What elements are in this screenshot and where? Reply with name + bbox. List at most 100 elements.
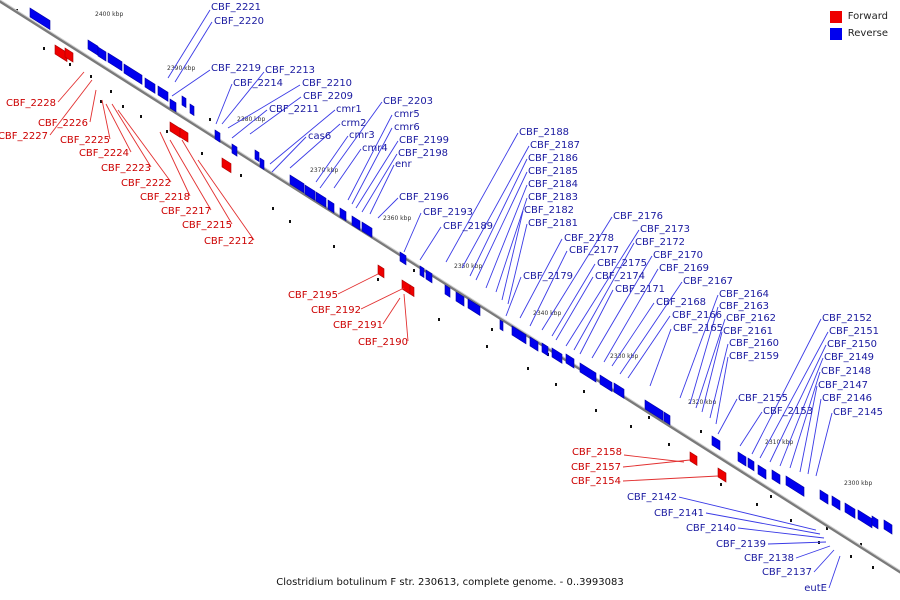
reverse-gene-label-cbf-2140[interactable]: CBF_2140 [686, 523, 736, 534]
reverse-gene-label-cbf-2211[interactable]: CBF_2211 [269, 104, 319, 115]
reverse-gene-label-enr[interactable]: enr [395, 159, 412, 170]
forward-gene-block [221, 157, 232, 174]
reverse-gene-label-cbf-2214[interactable]: CBF_2214 [233, 78, 283, 89]
reverse-gene-label-eute[interactable]: eutE [804, 583, 827, 594]
reverse-gene-label-cbf-2177[interactable]: CBF_2177 [569, 245, 619, 256]
feature-mark [700, 430, 702, 433]
reverse-gene-label-cbf-2150[interactable]: CBF_2150 [827, 339, 877, 350]
forward-gene-label-cbf-2222[interactable]: CBF_2222 [121, 178, 171, 189]
reverse-gene-label-cbf-2155[interactable]: CBF_2155 [738, 393, 788, 404]
forward-gene-label-cbf-2223[interactable]: CBF_2223 [101, 163, 151, 174]
reverse-gene-label-cbf-2160[interactable]: CBF_2160 [729, 338, 779, 349]
reverse-gene-label-cbf-2199[interactable]: CBF_2199 [399, 135, 449, 146]
reverse-gene-label-cbf-2171[interactable]: CBF_2171 [615, 284, 665, 295]
leader-line-cbf-2191 [382, 297, 401, 325]
reverse-gene-label-cbf-2173[interactable]: CBF_2173 [640, 224, 690, 235]
reverse-gene-label-cbf-2181[interactable]: CBF_2181 [528, 218, 578, 229]
reverse-gene-label-cbf-2172[interactable]: CBF_2172 [635, 237, 685, 248]
reverse-gene-label-cbf-2196[interactable]: CBF_2196 [399, 192, 449, 203]
reverse-gene-label-cbf-2165[interactable]: CBF_2165 [673, 323, 723, 334]
reverse-gene-label-cbf-2152[interactable]: CBF_2152 [822, 313, 872, 324]
reverse-gene-label-cmr3[interactable]: cmr3 [349, 130, 375, 141]
reverse-gene-label-cbf-2145[interactable]: CBF_2145 [833, 407, 883, 418]
reverse-gene-label-cbf-2188[interactable]: CBF_2188 [519, 127, 569, 138]
forward-gene-label-cbf-2190[interactable]: CBF_2190 [358, 337, 408, 348]
reverse-gene-label-cbf-2193[interactable]: CBF_2193 [423, 207, 473, 218]
forward-gene-label-cbf-2195[interactable]: CBF_2195 [288, 290, 338, 301]
reverse-gene-label-cbf-2176[interactable]: CBF_2176 [613, 211, 663, 222]
reverse-gene-label-cbf-2142[interactable]: CBF_2142 [627, 492, 677, 503]
reverse-gene-label-cmr6[interactable]: cmr6 [394, 122, 420, 133]
forward-gene-block [689, 451, 698, 466]
scale-tick-label: 2330 kbp [610, 353, 638, 360]
reverse-gene-label-cmr4[interactable]: cmr4 [362, 143, 388, 154]
reverse-gene-label-cbf-2220[interactable]: CBF_2220 [214, 16, 264, 27]
reverse-gene-label-cbf-2210[interactable]: CBF_2210 [302, 78, 352, 89]
forward-gene-label-cbf-2224[interactable]: CBF_2224 [79, 148, 129, 159]
reverse-gene-label-cbf-2166[interactable]: CBF_2166 [672, 310, 722, 321]
forward-gene-label-cbf-2157[interactable]: CBF_2157 [571, 462, 621, 473]
forward-gene-label-cbf-2225[interactable]: CBF_2225 [60, 135, 110, 146]
reverse-gene-label-cbf-2138[interactable]: CBF_2138 [744, 553, 794, 564]
forward-gene-label-cbf-2191[interactable]: CBF_2191 [333, 320, 383, 331]
forward-gene-label-cbf-2154[interactable]: CBF_2154 [571, 476, 621, 487]
reverse-gene-label-cbf-2169[interactable]: CBF_2169 [659, 263, 709, 274]
reverse-gene-label-cbf-2167[interactable]: CBF_2167 [683, 276, 733, 287]
reverse-gene-label-crm2[interactable]: crm2 [341, 118, 367, 129]
reverse-gene-label-cbf-2161[interactable]: CBF_2161 [723, 326, 773, 337]
reverse-gene-label-cbf-2186[interactable]: CBF_2186 [528, 153, 578, 164]
reverse-gene-label-cmr1[interactable]: cmr1 [336, 104, 362, 115]
reverse-gene-label-cbf-2209[interactable]: CBF_2209 [303, 91, 353, 102]
leader-line-cbf-2209 [249, 96, 302, 135]
leader-line-cbf-2159 [715, 356, 729, 425]
forward-gene-label-cbf-2217[interactable]: CBF_2217 [161, 206, 211, 217]
reverse-gene-label-cbf-2187[interactable]: CBF_2187 [530, 140, 580, 151]
reverse-gene-label-cbf-2148[interactable]: CBF_2148 [821, 366, 871, 377]
reverse-gene-label-cbf-2219[interactable]: CBF_2219 [211, 63, 261, 74]
reverse-gene-label-cbf-2137[interactable]: CBF_2137 [762, 567, 812, 578]
forward-gene-label-cbf-2228[interactable]: CBF_2228 [6, 98, 56, 109]
reverse-gene-block [361, 221, 373, 238]
reverse-gene-label-cbf-2159[interactable]: CBF_2159 [729, 351, 779, 362]
reverse-gene-label-cbf-2213[interactable]: CBF_2213 [265, 65, 315, 76]
reverse-gene-label-cbf-2149[interactable]: CBF_2149 [824, 352, 874, 363]
leader-line-cbf-2170 [591, 255, 653, 359]
reverse-gene-label-cbf-2141[interactable]: CBF_2141 [654, 508, 704, 519]
reverse-gene-label-cbf-2184[interactable]: CBF_2184 [528, 179, 578, 190]
leader-line-cbf-2171 [579, 289, 614, 355]
reverse-gene-label-cbf-2178[interactable]: CBF_2178 [564, 233, 614, 244]
forward-gene-label-cbf-2215[interactable]: CBF_2215 [182, 220, 232, 231]
forward-gene-label-cbf-2158[interactable]: CBF_2158 [572, 447, 622, 458]
reverse-gene-label-cbf-2175[interactable]: CBF_2175 [597, 258, 647, 269]
reverse-gene-label-cbf-2164[interactable]: CBF_2164 [719, 289, 769, 300]
reverse-gene-label-cbf-2182[interactable]: CBF_2182 [524, 205, 574, 216]
reverse-gene-label-cbf-2174[interactable]: CBF_2174 [595, 271, 645, 282]
reverse-gene-label-cbf-2151[interactable]: CBF_2151 [829, 326, 879, 337]
feature-mark [110, 90, 112, 93]
forward-gene-label-cbf-2218[interactable]: CBF_2218 [140, 192, 190, 203]
reverse-gene-label-cmr5[interactable]: cmr5 [394, 109, 420, 120]
forward-gene-label-cbf-2192[interactable]: CBF_2192 [311, 305, 361, 316]
reverse-gene-label-cbf-2203[interactable]: CBF_2203 [383, 96, 433, 107]
reverse-gene-label-cbf-2221[interactable]: CBF_2221 [211, 2, 261, 13]
reverse-gene-label-cbf-2179[interactable]: CBF_2179 [523, 271, 573, 282]
reverse-gene-label-cas6[interactable]: cas6 [308, 131, 331, 142]
reverse-gene-label-cbf-2163[interactable]: CBF_2163 [719, 301, 769, 312]
reverse-gene-label-cbf-2168[interactable]: CBF_2168 [656, 297, 706, 308]
reverse-gene-label-cbf-2147[interactable]: CBF_2147 [818, 380, 868, 391]
reverse-gene-label-cbf-2183[interactable]: CBF_2183 [528, 192, 578, 203]
reverse-gene-label-cbf-2185[interactable]: CBF_2185 [528, 166, 578, 177]
reverse-gene-label-cbf-2139[interactable]: CBF_2139 [716, 539, 766, 550]
reverse-gene-block [757, 464, 767, 480]
reverse-gene-label-cbf-2170[interactable]: CBF_2170 [653, 250, 703, 261]
reverse-gene-label-cbf-2146[interactable]: CBF_2146 [822, 393, 872, 404]
reverse-gene-block [747, 457, 755, 472]
forward-gene-label-cbf-2227[interactable]: CBF_2227 [0, 131, 48, 142]
reverse-gene-label-cbf-2189[interactable]: CBF_2189 [443, 221, 493, 232]
reverse-gene-label-cbf-2162[interactable]: CBF_2162 [726, 313, 776, 324]
forward-gene-label-cbf-2212[interactable]: CBF_2212 [204, 236, 254, 247]
forward-gene-label-cbf-2226[interactable]: CBF_2226 [38, 118, 88, 129]
reverse-gene-label-cbf-2198[interactable]: CBF_2198 [398, 148, 448, 159]
leader-line-cbf-2184 [485, 184, 528, 289]
reverse-gene-label-cbf-2153[interactable]: CBF_2153 [763, 406, 813, 417]
